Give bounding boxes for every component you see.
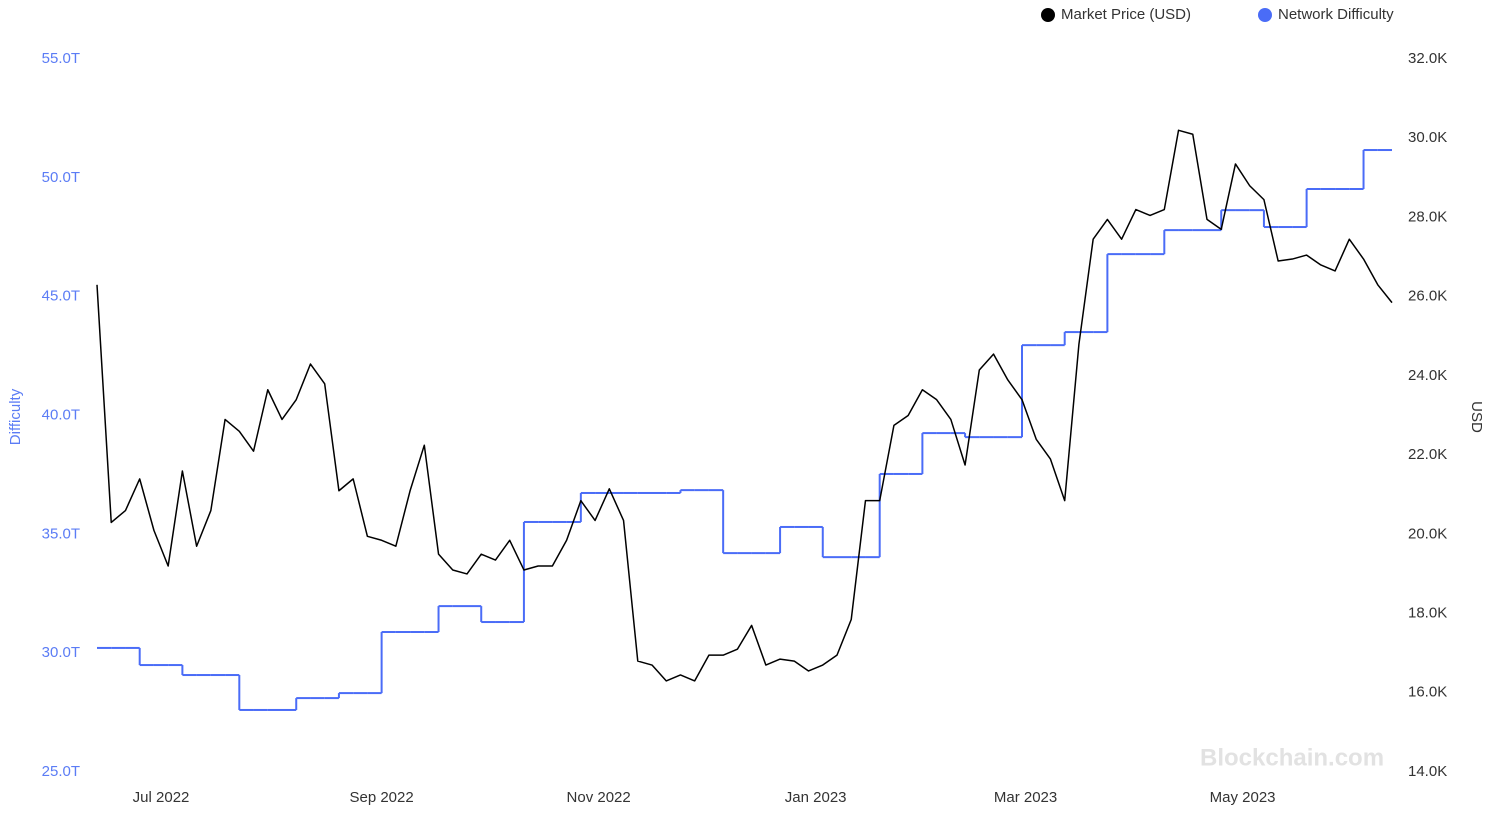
y2-tick-label: 28.0K [1408,208,1447,225]
x-tick-label: May 2023 [1210,789,1276,806]
legend-marker [1258,8,1272,22]
y2-tick-label: 26.0K [1408,288,1447,305]
y2-tick-label: 14.0K [1408,763,1447,780]
y-tick-label: 40.0T [42,406,80,423]
x-tick-label: Sep 2022 [349,789,413,806]
y-tick-label: 30.0T [42,644,80,661]
y2-axis-label: USD [1468,401,1485,433]
legend-label: Network Difficulty [1278,6,1394,23]
legend-marker [1041,8,1055,22]
legend-label: Market Price (USD) [1061,6,1191,23]
y2-tick-label: 24.0K [1408,367,1447,384]
y-tick-label: 35.0T [42,525,80,542]
x-tick-label: Mar 2023 [994,789,1057,806]
y-axis-label: Difficulty [7,388,24,445]
x-tick-label: Jan 2023 [785,789,847,806]
price-line [96,129,1393,682]
y2-tick-label: 30.0K [1408,129,1447,146]
watermark: Blockchain.com [1200,744,1384,771]
y-tick-label: 25.0T [42,763,80,780]
y2-tick-label: 20.0K [1408,525,1447,542]
y2-tick-label: 22.0K [1408,446,1447,463]
y2-tick-label: 16.0K [1408,684,1447,701]
y-tick-label: 45.0T [42,288,80,305]
y2-tick-label: 32.0K [1408,50,1447,67]
y-tick-label: 50.0T [42,169,80,186]
x-tick-label: Jul 2022 [133,789,190,806]
y2-tick-label: 18.0K [1408,605,1447,622]
x-tick-label: Nov 2022 [567,789,631,806]
y-tick-label: 55.0T [42,50,80,67]
